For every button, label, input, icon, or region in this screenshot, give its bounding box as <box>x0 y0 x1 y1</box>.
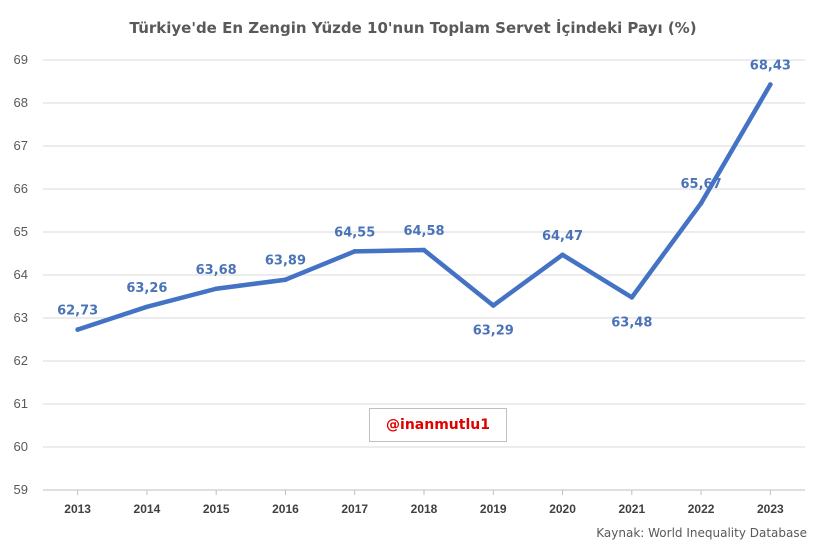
x-tick-label: 2021 <box>618 502 645 516</box>
y-tick-label: 68 <box>14 95 28 110</box>
watermark-label: @inanmutlu1 <box>369 408 507 442</box>
y-tick-label: 67 <box>14 138 28 153</box>
x-tick-label: 2020 <box>549 502 576 516</box>
data-point <box>213 286 219 292</box>
data-point <box>421 247 427 253</box>
series-line <box>75 82 773 332</box>
data-point <box>490 303 496 308</box>
data-point <box>698 200 704 206</box>
data-point <box>75 327 80 332</box>
data-point <box>768 82 773 87</box>
x-tick-label: 2022 <box>688 502 715 516</box>
x-tick-label: 2018 <box>411 502 438 516</box>
y-tick-label: 62 <box>14 353 28 368</box>
data-point <box>560 252 565 258</box>
data-label: 63,26 <box>126 281 167 296</box>
y-tick-label: 63 <box>14 310 28 325</box>
data-label: 64,47 <box>542 229 583 244</box>
x-tick-label: 2015 <box>203 502 230 516</box>
x-tick-label: 2013 <box>64 502 91 516</box>
data-label: 65,67 <box>681 177 722 192</box>
data-label: 63,89 <box>265 254 306 269</box>
y-tick-label: 69 <box>14 52 28 67</box>
data-label: 68,43 <box>750 59 791 74</box>
x-axis-ticks: 2013 2014 2015 2016 2017 2018 2019 2020 2021 2022… <box>64 490 784 516</box>
data-point <box>352 249 358 254</box>
series-layer <box>75 82 773 332</box>
y-tick-label: 64 <box>14 267 28 282</box>
x-tick-label: 2023 <box>757 502 784 516</box>
y-axis-ticks: 59 60 61 62 63 64 65 66 67 68 69 <box>14 52 28 497</box>
data-point <box>144 304 150 310</box>
y-tick-label: 59 <box>14 482 28 497</box>
x-tick-label: 2016 <box>272 502 299 516</box>
data-label: 63,68 <box>196 263 237 278</box>
x-tick-label: 2014 <box>134 502 161 516</box>
data-point <box>629 295 635 300</box>
data-label: 64,55 <box>334 225 375 240</box>
data-label: 64,58 <box>403 224 444 239</box>
y-tick-label: 60 <box>14 439 28 454</box>
chart-title: Türkiye'de En Zengin Yüzde 10'nun Toplam… <box>129 18 696 37</box>
data-label: 63,29 <box>473 324 514 339</box>
data-label: 63,48 <box>611 315 652 330</box>
source-note: Kaynak: World Inequality Database <box>596 526 807 540</box>
x-tick-label: 2019 <box>480 502 507 516</box>
y-tick-label: 61 <box>14 396 28 411</box>
data-point <box>283 277 288 283</box>
y-tick-label: 65 <box>14 224 28 239</box>
data-labels: 62,73 63,26 63,68 63,89 64,55 64,58 63,29 64,47… <box>57 59 791 339</box>
x-tick-label: 2017 <box>341 502 368 516</box>
y-tick-label: 66 <box>14 181 28 196</box>
gridlines <box>43 59 805 491</box>
data-label: 62,73 <box>57 304 98 319</box>
